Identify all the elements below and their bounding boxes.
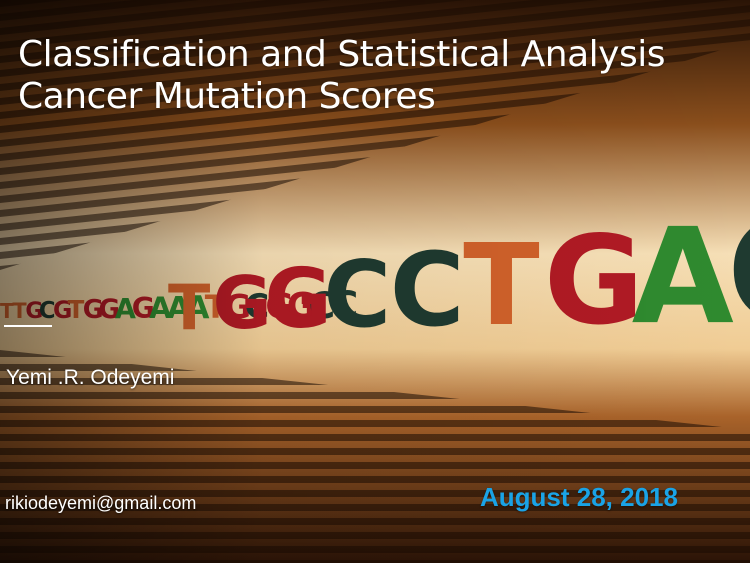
- presentation-date: August 28, 2018: [480, 482, 678, 513]
- author-email: rikiodeyemi@gmail.com: [5, 493, 196, 514]
- author-name: Yemi .R. Odeyemi: [6, 366, 174, 390]
- title-line-1: Classification and Statistical Analysis: [18, 34, 665, 76]
- title-divider: [4, 325, 52, 327]
- slide-title: Classification and Statistical Analysis …: [18, 34, 665, 118]
- title-line-2: Cancer Mutation Scores: [18, 76, 665, 118]
